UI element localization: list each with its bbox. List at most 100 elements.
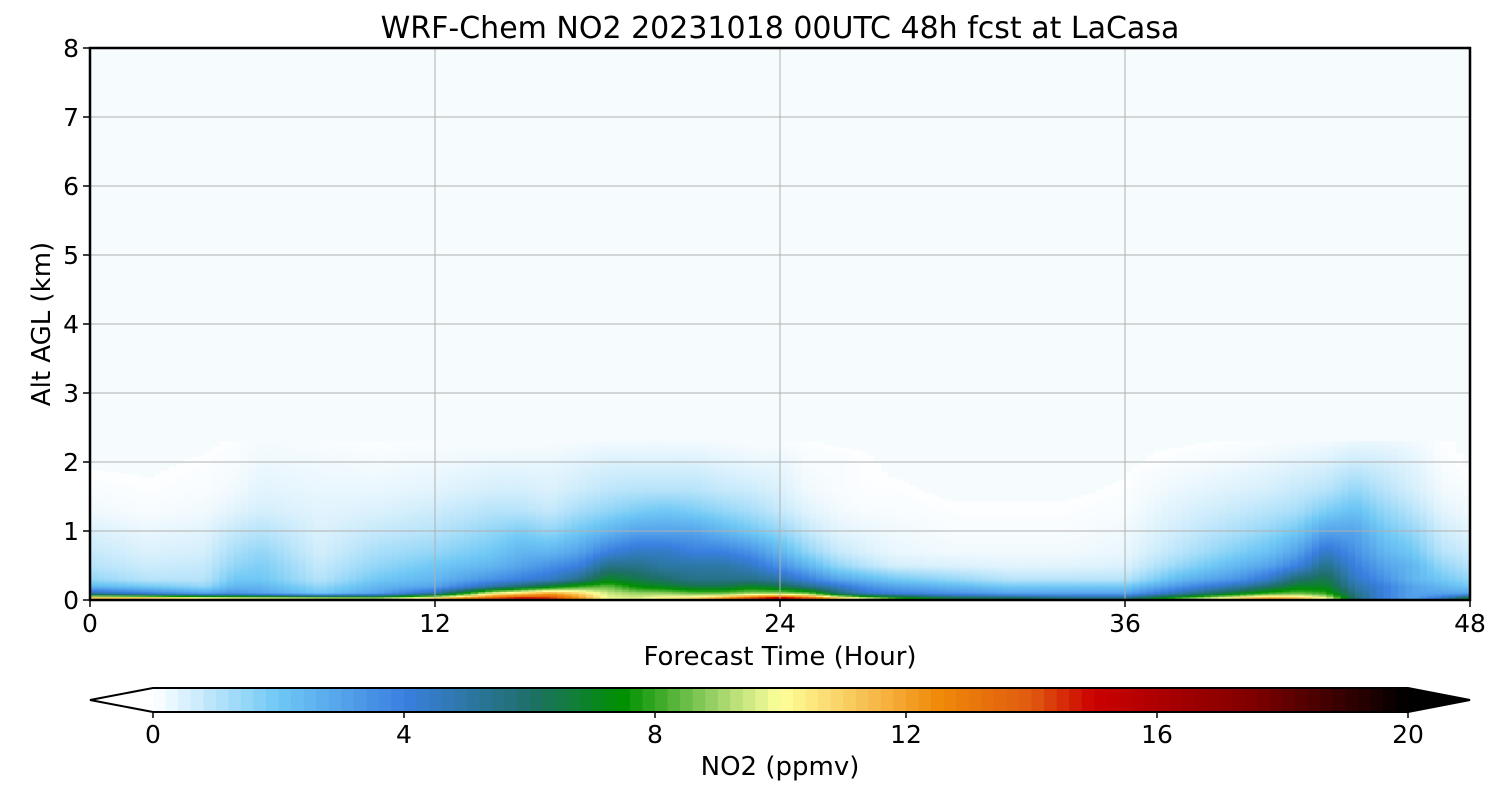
heat-cell — [212, 563, 220, 567]
heat-cell — [298, 498, 307, 501]
heat-cell — [248, 506, 256, 510]
heat-cell — [176, 486, 185, 489]
heat-cell — [133, 479, 141, 482]
heat-cell — [219, 591, 228, 594]
heat-cell — [190, 534, 199, 537]
heat-cell — [147, 487, 156, 491]
heat-cell — [291, 465, 300, 468]
heat-cell — [262, 531, 271, 534]
heat-cell — [240, 567, 249, 570]
heat-cell — [197, 594, 206, 598]
heat-cell — [133, 477, 141, 480]
heat-cell — [190, 551, 199, 555]
heat-cell — [190, 463, 199, 467]
heat-cell — [240, 577, 249, 580]
heat-cell — [205, 513, 213, 517]
heat-cell — [154, 480, 163, 484]
heat-cell — [118, 503, 127, 506]
heat-cell — [248, 499, 256, 503]
heat-cell — [90, 479, 98, 482]
heat-cell — [291, 541, 300, 544]
heat-cell — [262, 465, 271, 468]
heat-cell — [248, 494, 256, 498]
heat-cell — [205, 494, 213, 498]
heat-cell — [291, 468, 300, 472]
heat-cell — [176, 527, 185, 530]
heat-cell — [291, 448, 300, 451]
heat-cell — [205, 548, 213, 551]
heat-cell — [226, 581, 235, 584]
heat-cell — [140, 543, 149, 546]
heat-cell — [240, 570, 249, 573]
heat-cell — [291, 524, 300, 527]
heat-cell — [269, 587, 278, 591]
heat-cell — [104, 508, 113, 511]
heat-cell — [276, 453, 285, 456]
heat-cell — [298, 508, 307, 511]
heat-cell — [219, 531, 228, 534]
heat-cell — [276, 584, 285, 587]
heat-cell — [205, 549, 213, 553]
heat-cell — [205, 482, 213, 486]
heat-cell — [212, 582, 220, 586]
heat-cell — [233, 455, 242, 458]
heat-cell — [276, 558, 285, 561]
heat-cell — [197, 565, 206, 568]
heat-cell — [298, 531, 307, 534]
heat-cell — [284, 525, 292, 529]
heat-cell — [147, 546, 156, 549]
heat-cell — [161, 517, 170, 520]
heat-cell — [312, 484, 321, 487]
heat-cell — [140, 579, 149, 582]
heat-cell — [255, 486, 264, 489]
heat-cell — [97, 537, 105, 541]
heat-cell — [90, 572, 98, 575]
heat-cell — [183, 522, 192, 525]
heat-cell — [111, 543, 120, 546]
heat-cell — [125, 489, 134, 492]
heat-cell — [240, 455, 249, 458]
heat-cell — [226, 556, 235, 560]
heat-cell — [255, 505, 264, 508]
heat-cell — [97, 549, 105, 553]
heat-cell — [240, 591, 249, 594]
heat-cell — [248, 537, 256, 541]
heat-cell — [125, 487, 134, 491]
heat-cell — [176, 567, 185, 570]
heat-cell — [240, 493, 249, 496]
heat-cell — [118, 593, 127, 596]
heat-cell — [183, 584, 192, 587]
heat-cell — [161, 487, 170, 491]
heat-cell — [284, 587, 292, 591]
heat-cell — [147, 548, 156, 551]
heat-cell — [154, 512, 163, 515]
heat-cell — [226, 468, 235, 472]
heat-cell — [190, 462, 199, 465]
heat-cell — [154, 586, 163, 589]
heat-cell — [190, 460, 199, 463]
heat-cell — [118, 475, 127, 479]
heat-cell — [205, 581, 213, 584]
heat-cell — [125, 562, 134, 565]
heat-cell — [248, 570, 256, 573]
heat-cell — [212, 449, 220, 453]
heat-cell — [205, 560, 213, 563]
heat-cell — [255, 491, 264, 494]
heat-cell — [291, 493, 300, 496]
heat-cell — [312, 460, 321, 463]
heat-cell — [154, 532, 163, 536]
heat-cell — [276, 505, 285, 508]
heat-cell — [197, 596, 206, 599]
heat-cell — [161, 477, 170, 480]
heat-cell — [197, 458, 206, 461]
heat-cell — [111, 491, 120, 494]
heat-cell — [169, 581, 177, 584]
heat-cell — [255, 480, 264, 484]
heat-cell — [291, 567, 300, 570]
heat-cell — [269, 539, 278, 542]
heat-cell — [240, 546, 249, 549]
heat-cell — [169, 506, 177, 510]
heat-cell — [284, 508, 292, 511]
heat-cell — [190, 593, 199, 596]
heat-cell — [262, 441, 271, 444]
